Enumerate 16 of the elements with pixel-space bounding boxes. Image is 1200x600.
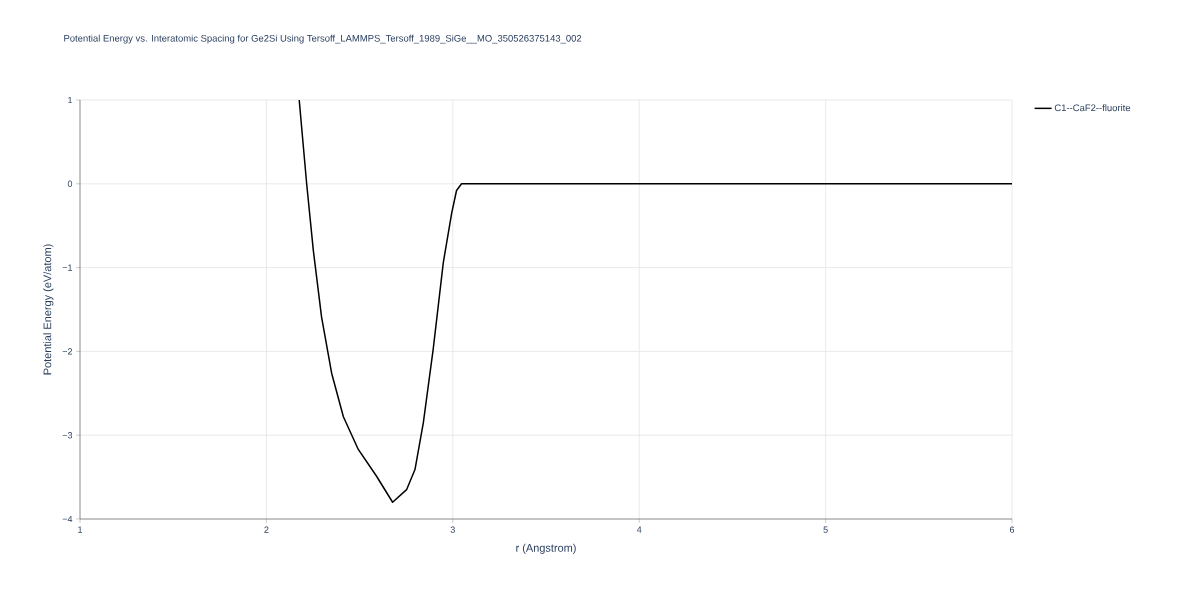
y-axis-title: Potential Energy (eV/atom) [43,244,54,375]
y-tick-label: −3 [62,432,73,439]
y-tick-label: −1 [62,264,73,271]
y-tick-label: 0 [67,180,73,187]
legend-label: C1--CaF2--fluorite [1054,104,1131,112]
x-tick-label: 1 [78,526,83,533]
chart-title: Potential Energy vs. Interatomic Spacing for Ge2Si Using Tersoff_LAMMPS_Tersoff_1989_SiGe__MO_350526375143_002 [64,34,582,44]
y-tick-label: −2 [62,348,73,355]
x-tick-label: 2 [264,526,269,533]
y-tick-label: 1 [68,96,73,104]
x-tick-label: 3 [450,526,455,533]
x-tick-label: 6 [1009,526,1015,533]
y-tick-label: −4 [62,515,73,523]
x-tick-label: 5 [823,526,828,533]
x-axis-title: r (Angstrom) [516,543,576,554]
x-tick-label: 4 [636,526,642,533]
